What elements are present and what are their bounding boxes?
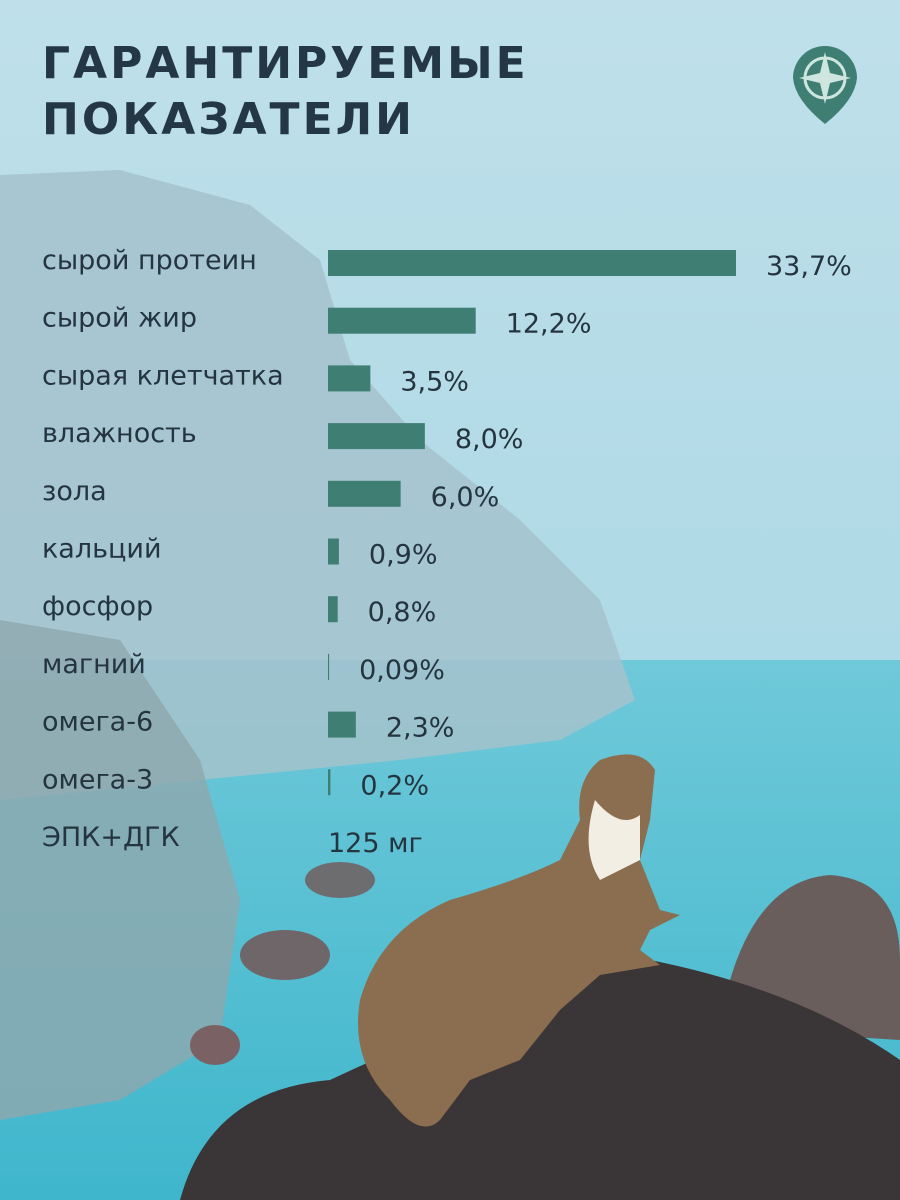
category-label: омега-6 [42, 707, 153, 738]
value-label: 12,2% [506, 309, 592, 340]
bar [328, 365, 371, 392]
rock [180, 960, 900, 1200]
logo [793, 46, 857, 124]
category-label: сырой жир [42, 303, 197, 334]
value-label: 33,7% [766, 251, 852, 282]
category-label: фосфор [42, 591, 153, 622]
bar [328, 250, 736, 276]
value-label: 2,3% [386, 713, 455, 744]
bar [328, 538, 339, 565]
category-label: влажность [42, 418, 197, 449]
bar [328, 423, 425, 450]
bar [328, 596, 338, 623]
category-label: кальций [42, 534, 162, 565]
category-label: сырая клетчатка [42, 360, 284, 391]
category-label: сырой протеин [42, 245, 257, 276]
category-label: магний [42, 649, 146, 680]
value-label: 0,09% [359, 655, 445, 686]
bar [328, 653, 330, 680]
rock [190, 1025, 240, 1065]
value-label: 0,9% [369, 540, 438, 571]
value-label: 0,8% [368, 597, 437, 628]
chart-title: ГАРАНТИРУЕМЫЕ ПОКАЗАТЕЛИ [42, 38, 529, 145]
value-label: 8,0% [455, 424, 524, 455]
rock [305, 862, 375, 898]
cliff [0, 170, 635, 800]
category-label: зола [42, 476, 107, 507]
note-label: ЭПК+ДГК [42, 822, 180, 853]
bar [328, 769, 331, 796]
value-label: 0,2% [360, 770, 429, 801]
marten-chest [588, 800, 640, 880]
bar [328, 711, 356, 738]
category-label: омега-3 [42, 764, 153, 795]
bar [328, 307, 476, 334]
value-label: 6,0% [431, 482, 500, 513]
rock [240, 930, 330, 980]
bar [328, 480, 401, 507]
value-label: 3,5% [400, 366, 469, 397]
cliff-front [0, 620, 240, 1120]
note-value: 125 мг [328, 828, 423, 859]
